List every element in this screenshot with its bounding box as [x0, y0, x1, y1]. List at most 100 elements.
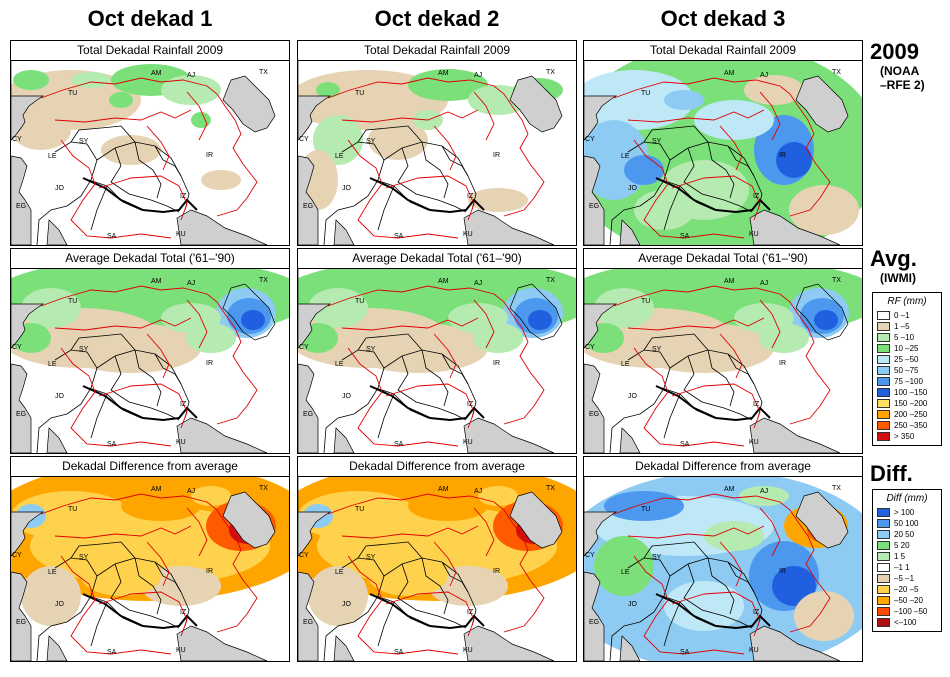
legend-item: 25 –50 [877, 354, 937, 365]
row-header-avg-title: Avg. [870, 246, 917, 271]
rainfall-legend: RF (mm) 0 –1 1 –5 5 –10 10 –25 25 –50 50 –75 7… [872, 292, 942, 446]
map-label-tx: TX [259, 277, 268, 284]
column-header-dekad-1: Oct dekad 1 [87, 6, 213, 31]
basin-boundary [60, 555, 172, 655]
basin-boundary [54, 525, 192, 539]
map-label-tx: TX [546, 277, 555, 284]
water-body [619, 219, 641, 245]
map-label-eg: EG [303, 619, 313, 626]
province-boundary [669, 349, 763, 419]
basin-boundary [473, 299, 495, 349]
map-label-tx: TX [832, 277, 841, 284]
panel-title: Average Dekadal Total ('61–'90) [584, 249, 862, 269]
province-boundary [323, 205, 355, 245]
basin-boundary [40, 493, 258, 633]
water-body [46, 635, 68, 661]
map-label-iz: IZ [180, 193, 187, 200]
water-body [298, 60, 332, 141]
rainfall-field [121, 491, 201, 521]
province-boundary [357, 333, 423, 351]
province-boundary [663, 601, 681, 647]
map-label-tu: TU [68, 90, 77, 97]
basin-boundary [385, 175, 475, 221]
map-label-ku: KU [463, 439, 473, 446]
legend-item: 250 –350 [877, 420, 937, 431]
rainfall-field [528, 310, 552, 330]
map-label-le: LE [48, 361, 57, 368]
map-label-tu: TU [641, 90, 650, 97]
basin-boundary [433, 541, 457, 587]
province-boundary [643, 333, 709, 351]
map-label-cy: CY [12, 136, 22, 143]
basin-boundary [719, 333, 743, 379]
legend-item: 200 –250 [877, 409, 937, 420]
province-boundary [377, 185, 395, 231]
map-label-tu: TU [355, 298, 364, 305]
map-label-eg: EG [589, 203, 599, 210]
basin-boundary [759, 299, 781, 349]
row-header-2009-source-2: –RFE 2) [880, 78, 925, 92]
legend-label: 75 –100 [894, 377, 923, 386]
legend-item: 50 –75 [877, 365, 937, 376]
province-boundary [154, 145, 182, 177]
map-label-sy: SY [366, 138, 376, 145]
legend-label: –50 –20 [894, 596, 923, 605]
province-boundary [643, 125, 709, 143]
map-label-am: AM [724, 486, 735, 493]
map-label-tu: TU [641, 298, 650, 305]
legend-swatch [877, 530, 890, 539]
map-label-ir: IR [779, 568, 786, 575]
map-label-ir: IR [206, 568, 213, 575]
legend-swatch [877, 563, 890, 572]
map-canvas: AM AJ TX TU SY CY LE JO EG SA IR IZ KU [298, 476, 576, 661]
province-boundary [70, 541, 136, 559]
basin-boundary [146, 125, 170, 171]
map-label-am: AM [438, 70, 449, 77]
province-boundary [90, 601, 108, 647]
panel-title: Average Dekadal Total ('61–'90) [11, 249, 289, 269]
map-label-iz: IZ [180, 401, 187, 408]
map-label-iz: IZ [467, 401, 474, 408]
map-label-ku: KU [176, 439, 186, 446]
province-boundary [397, 355, 467, 421]
rainfall-field [478, 486, 518, 506]
map-panel-avg-dekad-1: Average Dekadal Total ('61–'90) AM AJ TX TU S… [10, 248, 290, 454]
basin-boundary [98, 591, 188, 637]
basin-boundary [347, 139, 459, 239]
map-canvas: AM AJ TX TU SY CY LE JO EG SA IR IZ KU [11, 60, 276, 245]
map-canvas: AM AJ TX TU SY CY LE JO EG SA IR IZ KU [11, 268, 289, 453]
map-label-eg: EG [16, 203, 26, 210]
basin-boundary [613, 285, 831, 425]
legend-label: 5 20 [894, 541, 910, 550]
map-label-le: LE [335, 361, 344, 368]
basin-boundary [627, 317, 765, 331]
map-panel-diff-dekad-2: Dekadal Difference from average AM AJ TX TU S… [297, 456, 577, 662]
map-label-jo: JO [342, 601, 352, 608]
water-body [749, 625, 841, 661]
map-label-tx: TX [832, 69, 841, 76]
legend-label: –1 1 [894, 563, 910, 572]
legend-label: 25 –50 [894, 355, 919, 364]
map-label-ku: KU [176, 647, 186, 654]
water-body [619, 635, 641, 661]
water-body [333, 635, 355, 661]
map-label-eg: EG [303, 203, 313, 210]
rainfall-legend-title: RF (mm) [887, 296, 927, 307]
water-body [584, 155, 605, 245]
map-panel-rain-dekad-1: Total Dekadal Rainfall 2009 AM AJ TX TU SY CY L… [10, 40, 290, 246]
map-label-sy: SY [79, 346, 89, 353]
map-label-tu: TU [641, 506, 650, 513]
legend-label: 50 –75 [894, 366, 919, 375]
row-header-avg: Avg. (IWMI) [870, 246, 917, 286]
water-body [463, 625, 555, 661]
province-boundary [154, 353, 182, 385]
legend-label: –100 –50 [894, 607, 928, 616]
province-boundary [707, 141, 735, 199]
rainfall-field [473, 323, 523, 353]
rainfall-field [759, 323, 809, 353]
legend-swatch [877, 399, 890, 408]
basin-boundary [759, 507, 781, 557]
map-label-iz: IZ [753, 609, 760, 616]
map-label-sy: SY [79, 138, 89, 145]
map-label-aj: AJ [474, 488, 482, 495]
